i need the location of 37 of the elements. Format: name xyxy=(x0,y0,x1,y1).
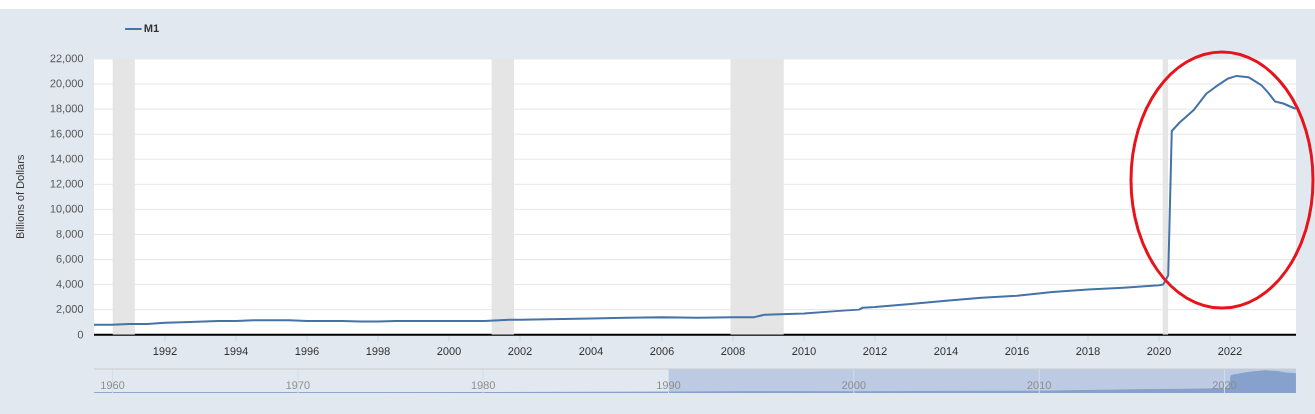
x-tick-label: 2004 xyxy=(579,347,603,356)
x-tick-label: 1990 xyxy=(657,381,681,390)
x-tick-label: 1998 xyxy=(366,347,390,356)
y-tick-label: 4,000 xyxy=(56,280,84,290)
x-tick-label: 2012 xyxy=(863,347,887,356)
x-tick-label: 2014 xyxy=(934,347,958,356)
x-tick-label: 2020 xyxy=(1147,347,1171,356)
x-tick-label: 2008 xyxy=(721,347,745,356)
x-tick-label: 1980 xyxy=(471,381,495,390)
y-tick-label: 8,000 xyxy=(56,229,84,239)
x-tick-label: 2002 xyxy=(508,347,532,356)
x-tick-label: 2010 xyxy=(792,347,816,356)
y-tick-label: 18,000 xyxy=(50,104,84,114)
x-tick-label: 2006 xyxy=(650,347,674,356)
y-tick-label: 10,000 xyxy=(50,204,84,214)
x-tick-label: 2000 xyxy=(437,347,461,356)
y-tick-label: 14,000 xyxy=(50,154,84,164)
x-tick-label: 1970 xyxy=(286,381,310,390)
legend-label: M1 xyxy=(144,24,159,32)
y-tick-label: 0 xyxy=(77,330,84,339)
x-tick-label: 2016 xyxy=(1005,347,1029,356)
y-tick-label: 16,000 xyxy=(50,129,84,139)
x-tick-label: 2020 xyxy=(1212,381,1237,390)
y-tick-label: 20,000 xyxy=(50,79,84,89)
y-tick-label: 12,000 xyxy=(50,179,84,189)
y-tick-label: 22,000 xyxy=(50,54,84,64)
x-tick-label: 2000 xyxy=(842,381,866,390)
x-tick-label: 2010 xyxy=(1027,381,1051,390)
x-tick-label: 2018 xyxy=(1076,347,1100,356)
x-tick-label: 1994 xyxy=(224,347,248,356)
x-tick-label: 1996 xyxy=(295,347,319,356)
y-tick-label: 2,000 xyxy=(56,305,84,315)
x-tick-label: 2022 xyxy=(1218,347,1242,356)
y-tick-label: 6,000 xyxy=(56,254,84,265)
x-tick-label: 1992 xyxy=(153,347,177,356)
y-axis-title: Billions of Dollars xyxy=(15,155,25,239)
x-tick-label: 1960 xyxy=(101,381,125,390)
